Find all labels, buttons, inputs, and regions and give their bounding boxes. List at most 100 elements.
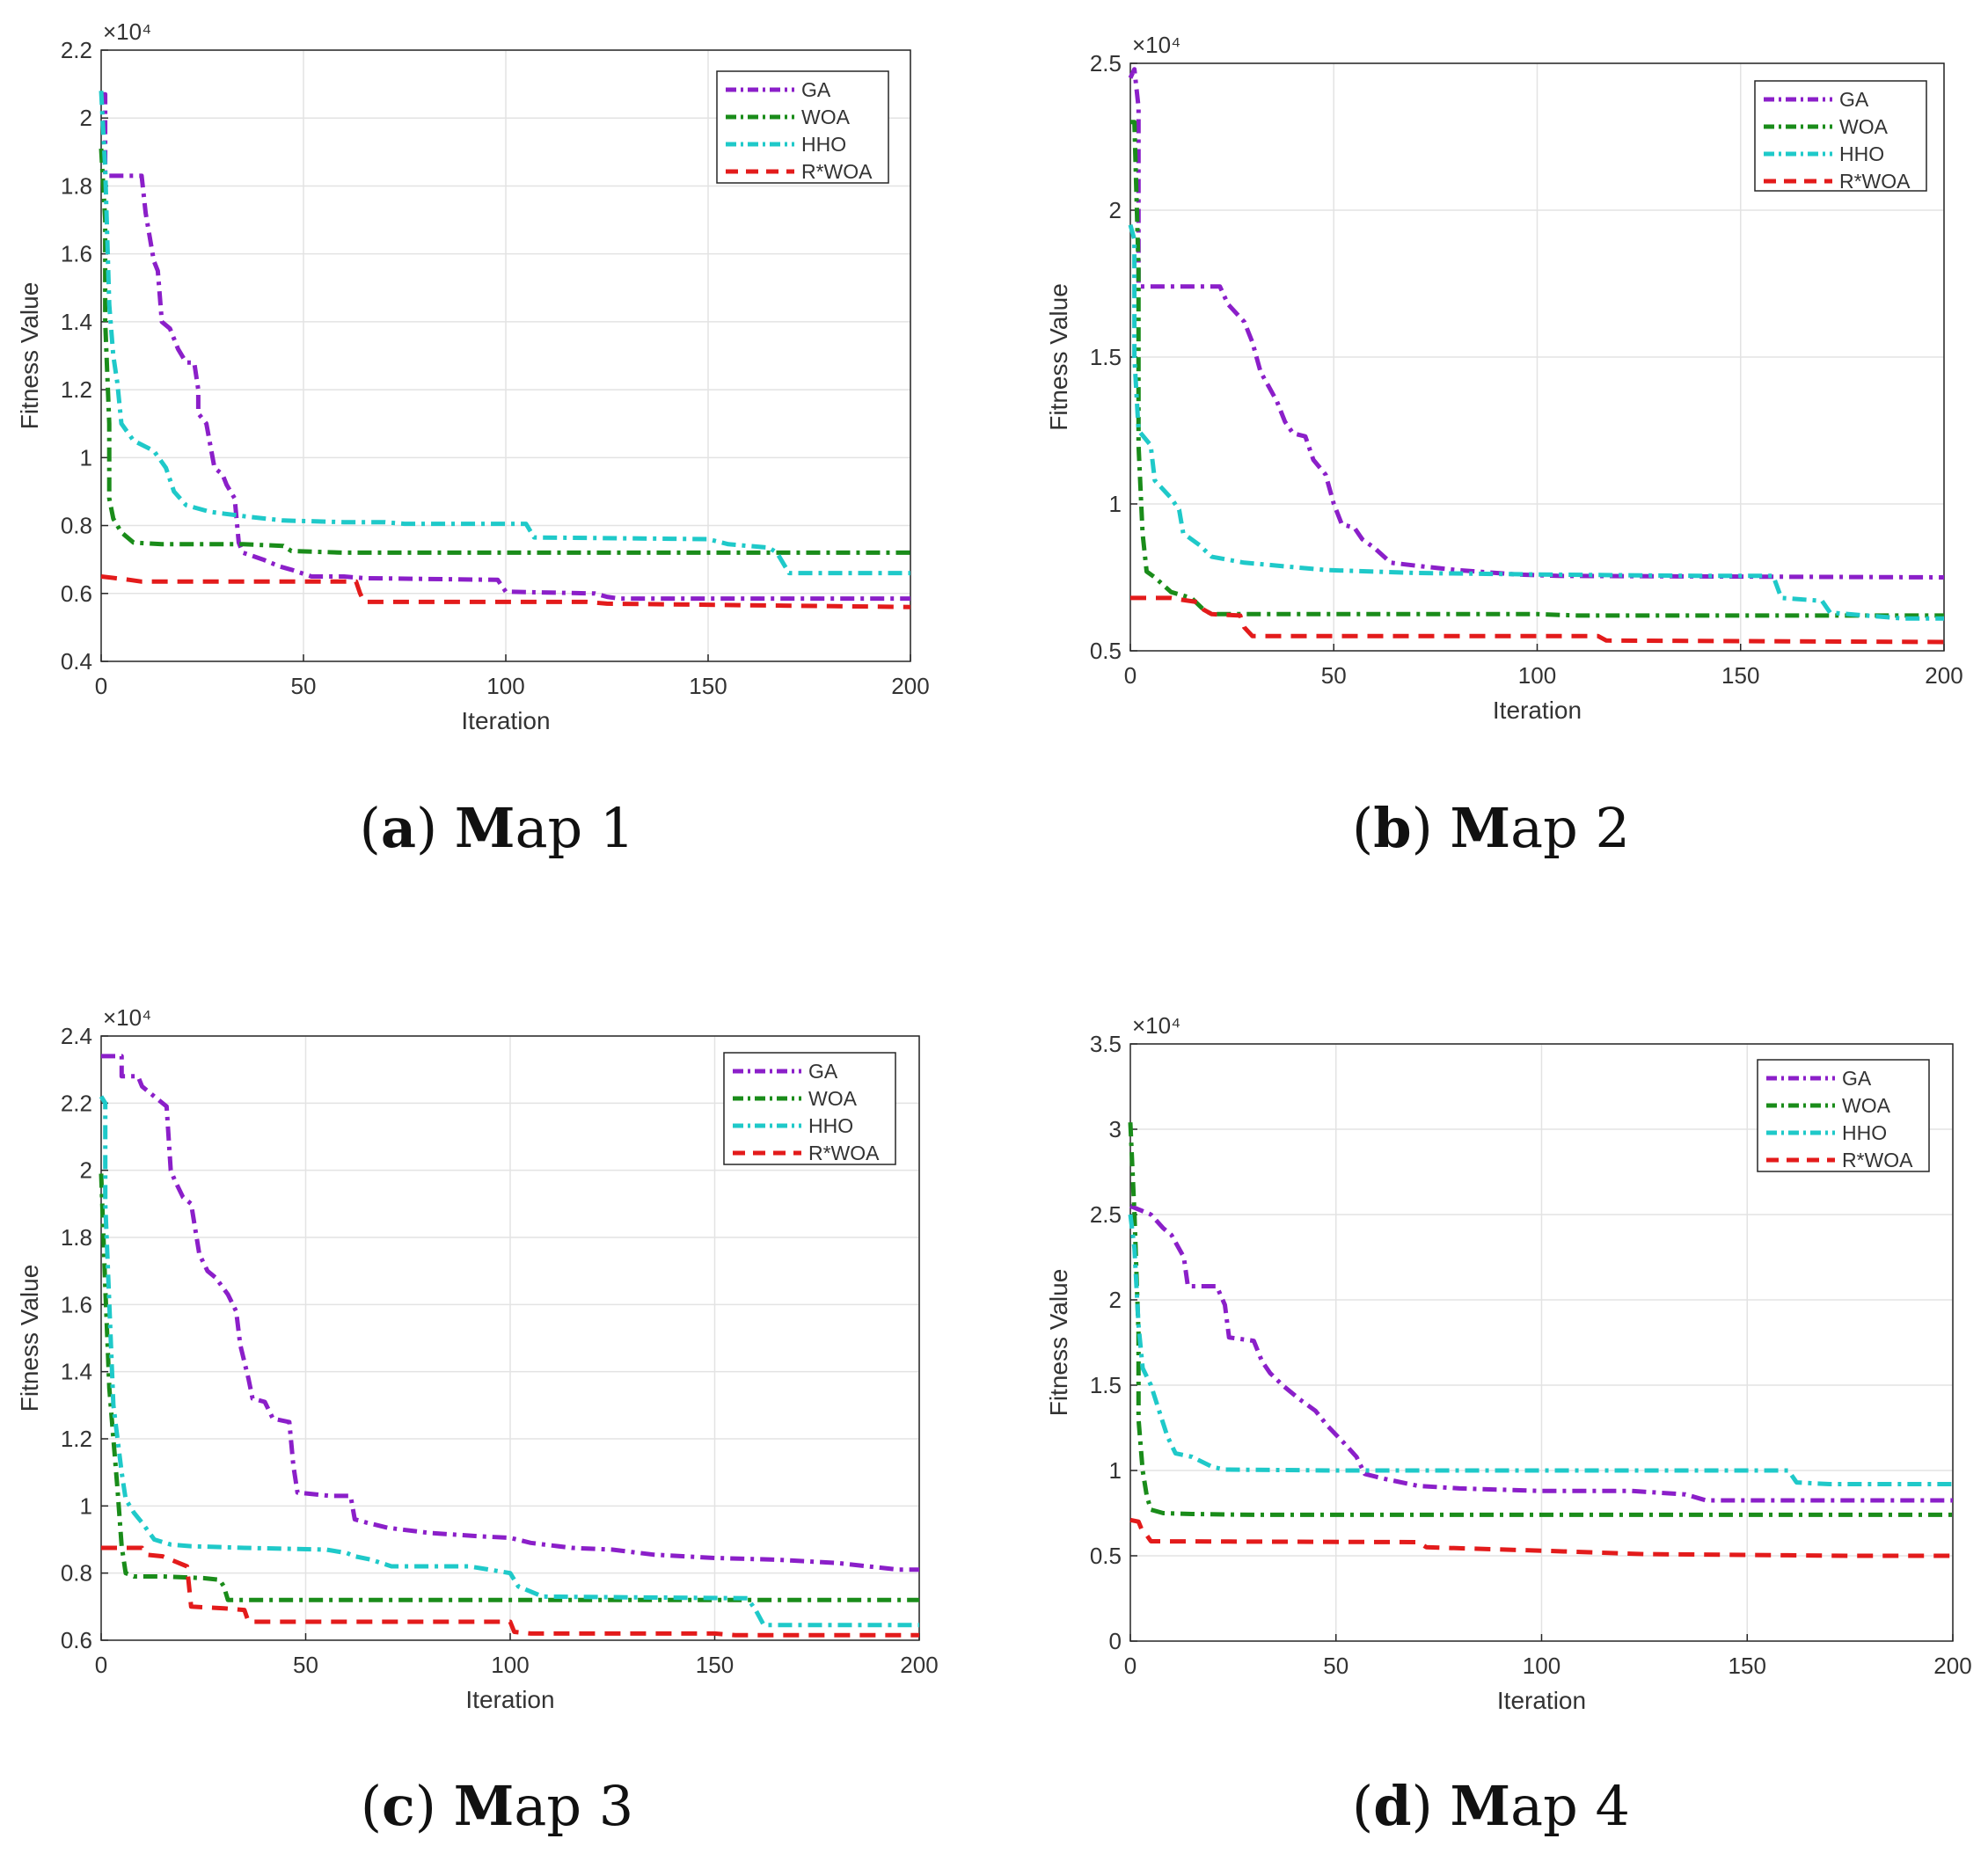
x-tick-label: 150	[1729, 1653, 1766, 1679]
y-tick-label: 1.6	[61, 241, 92, 267]
chart-panel-c: 0 50 100 150 200 0.6 0.8 1 1.2 1.4 1.6 1.8 2 2.2 2.4 ×1…	[0, 934, 994, 1868]
y-tick-label: 1	[1109, 491, 1122, 517]
chart-panel-a: 0 50 100 150 200 0.4 0.6 0.8 1 1.2 1.4 1.6 1.8 2 2.2 ×1…	[0, 0, 994, 934]
caption-a: (a) Map 1	[359, 796, 635, 860]
y-tick-label: 1.5	[1090, 1372, 1122, 1398]
chart-svg-a: 0 50 100 150 200 0.4 0.6 0.8 1 1.2 1.4 1.6 1.8 2 2.2 ×1…	[16, 18, 930, 734]
legend: GA WOA HHO R*WOA	[723, 1052, 896, 1165]
y-tick-label: 1.8	[61, 172, 92, 199]
legend-entry: HHO	[1839, 142, 1884, 165]
x-tick-label: 200	[1933, 1653, 1971, 1679]
legend-entry: HHO	[1842, 1121, 1887, 1144]
x-tick-label: 100	[486, 673, 524, 699]
y-tick-label: 2.2	[61, 37, 92, 63]
x-tick-label: 200	[1925, 662, 1962, 689]
series-line-ga	[1128, 67, 1945, 580]
legend-entry: HHO	[808, 1114, 853, 1137]
legend: GA WOA HHO R*WOA	[1754, 80, 1927, 193]
legend-box	[723, 1052, 896, 1165]
x-tick-label: 150	[696, 1652, 734, 1678]
x-tick-label: 0	[95, 1652, 107, 1678]
series-line-woa	[1130, 120, 1944, 618]
x-axis-label: Iteration	[461, 707, 550, 734]
chart-panel-d: 0 50 100 150 200 0 0.5 1 1.5 2 2.5 3 3.5 ×10⁴ Iteratio…	[994, 934, 1988, 1868]
y-tick-label: 2.4	[61, 1023, 92, 1049]
y-tick-label: 2	[80, 1157, 92, 1184]
y-tick-label: 2	[1109, 197, 1122, 223]
legend-entry: GA	[808, 1060, 838, 1083]
y-tick-label: 3.5	[1090, 1031, 1122, 1057]
x-tick-label: 50	[1323, 1653, 1348, 1679]
series-line-woa	[99, 1173, 919, 1602]
y-tick-label: 0.5	[1090, 638, 1122, 664]
series-line-ga	[101, 91, 910, 602]
x-tick-label: 0	[95, 673, 107, 699]
y-tick-label: 0.8	[61, 513, 92, 539]
series-line-hho	[99, 1095, 919, 1628]
series-line-hho	[99, 91, 910, 576]
legend: GA WOA HHO R*WOA	[716, 70, 889, 184]
x-axis-label: Iteration	[1493, 697, 1582, 724]
y-tick-label: 0.8	[61, 1560, 92, 1587]
x-tick-label: 100	[491, 1652, 529, 1678]
series-line-woa	[99, 148, 910, 555]
legend-entry: R*WOA	[801, 160, 873, 183]
legend-entry: GA	[801, 78, 831, 101]
legend-box	[1757, 1059, 1930, 1172]
y-tick-label: 2	[1109, 1287, 1122, 1313]
chart-panel-b: 0 50 100 150 200 0.5 1 1.5 2 2.5 ×10⁴ Iteration Fitn…	[994, 0, 1988, 934]
y-tick-label: 1.5	[1090, 344, 1122, 370]
series-line-hho	[1128, 224, 1944, 621]
y-tick-label: 0	[1109, 1628, 1122, 1654]
exponent-label: ×10⁴	[103, 1004, 151, 1031]
x-tick-label: 150	[1721, 662, 1759, 689]
exponent-label: ×10⁴	[103, 18, 151, 45]
y-tick-label: 1.8	[61, 1224, 92, 1251]
legend-entry: WOA	[1842, 1094, 1891, 1117]
y-tick-label: 0.4	[61, 648, 92, 675]
legend: GA WOA HHO R*WOA	[1757, 1059, 1930, 1172]
legend-entry: WOA	[808, 1087, 858, 1110]
series-line-hho	[1128, 1214, 1953, 1486]
legend-entry: GA	[1842, 1067, 1872, 1090]
series-line-rstarwoa	[1129, 1517, 1953, 1558]
legend-entry: WOA	[801, 106, 851, 128]
exponent-label: ×10⁴	[1132, 32, 1180, 58]
legend-entry: R*WOA	[808, 1142, 880, 1164]
x-axis-label: Iteration	[465, 1686, 554, 1713]
legend-entry: HHO	[801, 133, 846, 156]
chart-svg-c: 0 50 100 150 200 0.6 0.8 1 1.2 1.4 1.6 1.8 2 2.2 2.4 ×1…	[16, 1004, 939, 1713]
exponent-label: ×10⁴	[1132, 1012, 1180, 1039]
x-tick-label: 200	[891, 673, 929, 699]
y-tick-label: 1.6	[61, 1291, 92, 1317]
y-axis-label: Fitness Value	[16, 1265, 43, 1412]
x-tick-label: 50	[293, 1652, 318, 1678]
y-tick-label: 2.5	[1090, 1201, 1122, 1228]
y-tick-label: 3	[1109, 1116, 1122, 1142]
x-tick-label: 200	[900, 1652, 938, 1678]
y-axis-label: Fitness Value	[1045, 283, 1072, 431]
y-tick-label: 1	[80, 1492, 92, 1519]
caption-d: (d) Map 4	[1352, 1774, 1630, 1838]
y-tick-label: 0.5	[1090, 1543, 1122, 1569]
legend-entry: WOA	[1839, 115, 1889, 138]
y-tick-label: 1.4	[61, 1359, 92, 1385]
series-line-woa	[1128, 1122, 1953, 1517]
series-line-rstarwoa	[100, 574, 911, 609]
x-tick-label: 100	[1518, 662, 1556, 689]
y-tick-label: 0.6	[61, 580, 92, 607]
y-tick-label: 1.2	[61, 1426, 92, 1452]
legend-entry: GA	[1839, 88, 1869, 111]
y-tick-label: 1	[1109, 1457, 1122, 1484]
y-tick-label: 1.2	[61, 376, 92, 403]
y-tick-label: 1	[80, 444, 92, 471]
x-tick-label: 0	[1124, 1653, 1137, 1679]
y-tick-label: 0.6	[61, 1627, 92, 1653]
y-tick-label: 2	[80, 105, 92, 131]
chart-svg-b: 0 50 100 150 200 0.5 1 1.5 2 2.5 ×10⁴ Iteration Fitn…	[1045, 32, 1963, 724]
x-tick-label: 100	[1523, 1653, 1560, 1679]
chart-svg-d: 0 50 100 150 200 0 0.5 1 1.5 2 2.5 3 3.5 ×10⁴ Iteratio…	[1045, 1012, 1972, 1714]
x-tick-label: 0	[1124, 662, 1137, 689]
series-line-rstarwoa	[1130, 595, 1945, 645]
legend-entry: R*WOA	[1842, 1149, 1913, 1171]
